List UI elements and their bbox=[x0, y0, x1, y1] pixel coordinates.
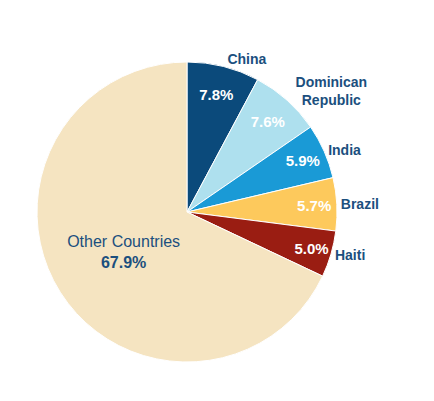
svg-text:Other Countries67.9%: Other Countries67.9% bbox=[67, 233, 180, 271]
svg-text:7.8%: 7.8% bbox=[199, 86, 233, 103]
svg-text:7.6%: 7.6% bbox=[251, 113, 285, 130]
svg-text:DominicanRepublic: DominicanRepublic bbox=[296, 74, 368, 108]
svg-text:Haiti: Haiti bbox=[335, 247, 365, 263]
svg-text:China: China bbox=[227, 51, 266, 67]
svg-text:India: India bbox=[328, 142, 361, 158]
svg-text:5.0%: 5.0% bbox=[294, 240, 328, 257]
svg-text:5.7%: 5.7% bbox=[297, 197, 331, 214]
svg-text:5.9%: 5.9% bbox=[286, 152, 320, 169]
svg-text:Brazil: Brazil bbox=[341, 196, 379, 212]
